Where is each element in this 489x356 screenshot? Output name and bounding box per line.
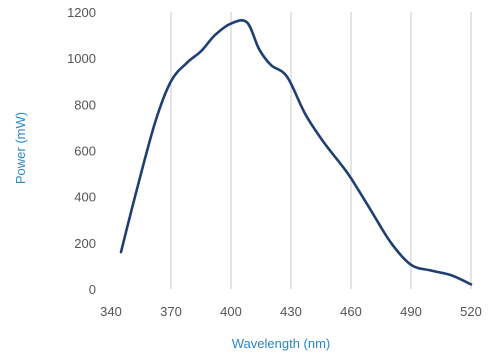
y-tick-label: 200 — [74, 236, 96, 251]
grid-lines — [170, 12, 472, 289]
x-tick-label: 340 — [100, 304, 122, 319]
y-tick-label: 400 — [74, 190, 96, 205]
x-tick-label: 370 — [160, 304, 182, 319]
y-tick-label: 0 — [89, 282, 96, 297]
x-tick-label: 490 — [400, 304, 422, 319]
power-series-line — [119, 19, 473, 286]
y-tick-label: 1200 — [67, 5, 96, 20]
y-tick-label: 1000 — [67, 51, 96, 66]
y-axis-title: Power (mW) — [13, 112, 28, 184]
x-axis-title: Wavelength (nm) — [232, 336, 331, 351]
x-tick-label: 430 — [280, 304, 302, 319]
y-tick-labels: 0 200 400 600 800 1000 1200 — [67, 5, 96, 297]
y-tick-label: 800 — [74, 97, 96, 112]
x-tick-labels: 340 370 400 430 460 490 520 — [100, 304, 482, 319]
x-tick-label: 520 — [460, 304, 482, 319]
y-tick-label: 600 — [74, 144, 96, 159]
x-tick-label: 460 — [340, 304, 362, 319]
x-tick-label: 400 — [220, 304, 242, 319]
